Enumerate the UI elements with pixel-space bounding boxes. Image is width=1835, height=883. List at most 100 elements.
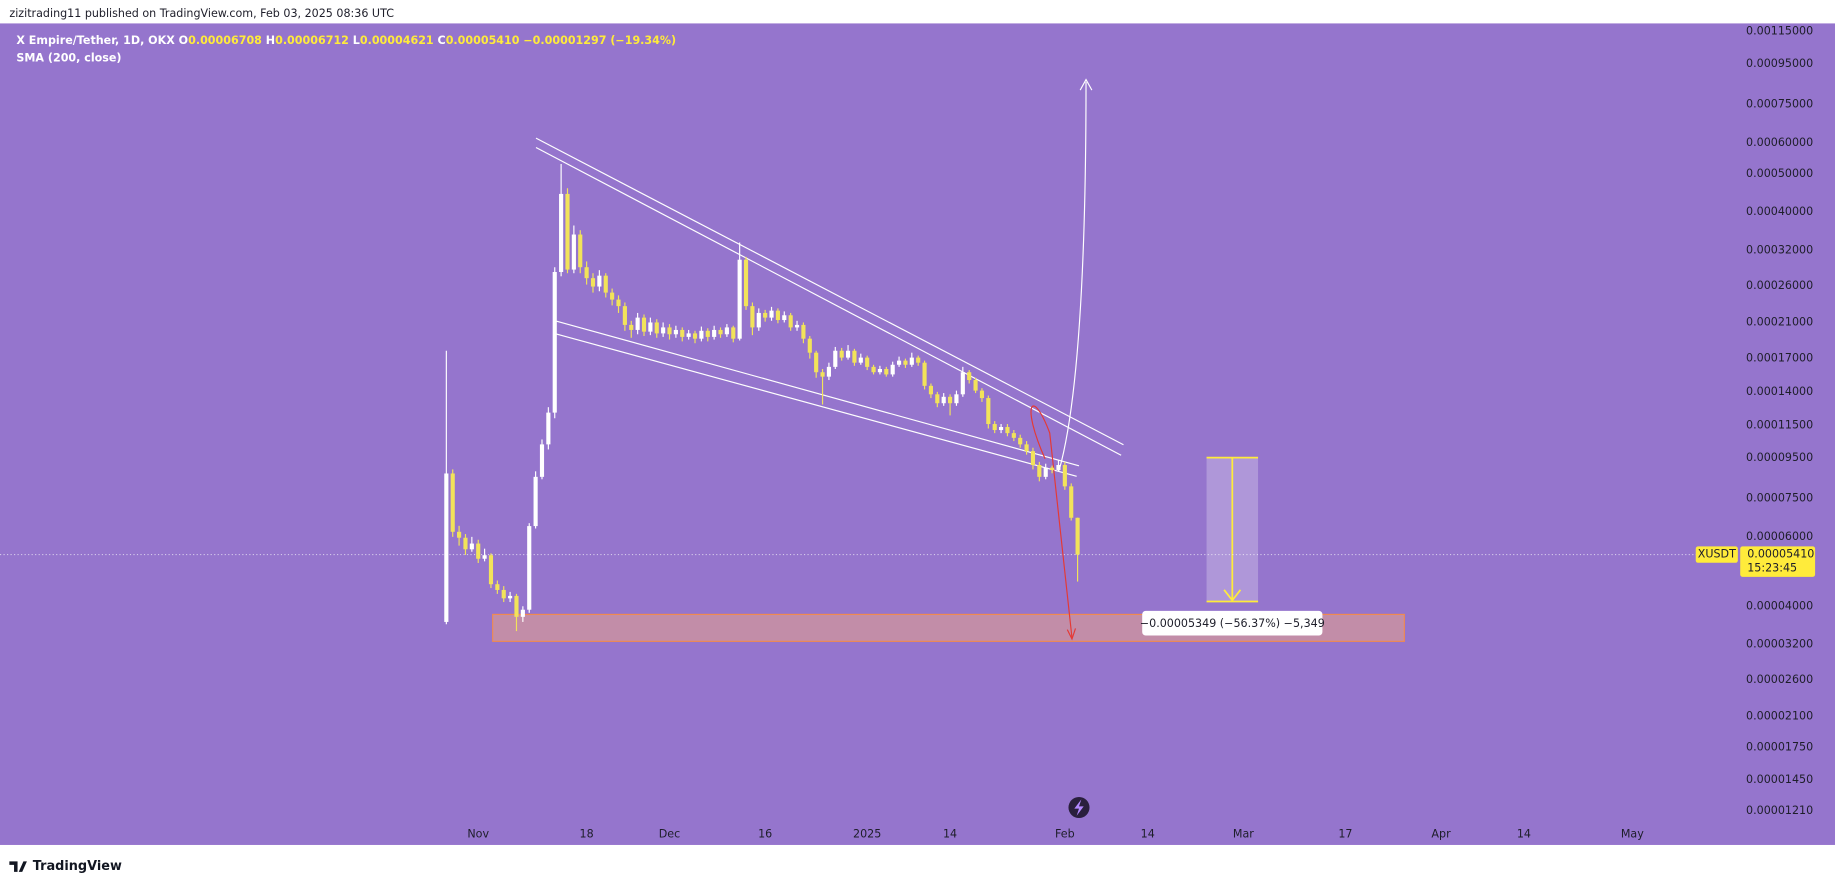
brand-logo: [9, 861, 27, 872]
candle-body: [667, 327, 672, 335]
candle-body: [724, 327, 729, 335]
trend-line: [535, 146, 1122, 456]
y-tick-label: 0.00007500: [1746, 492, 1813, 505]
candle-body: [712, 329, 717, 337]
candle-body: [622, 306, 627, 325]
measure-label: −0.00005349 (−56.37%) −5,349: [1140, 617, 1325, 630]
x-tick-label: 14: [1517, 827, 1531, 840]
drop-arrow: [1030, 405, 1073, 638]
drawings: [492, 78, 1405, 819]
candle-body: [992, 424, 997, 431]
ohlc-key: O: [179, 34, 188, 47]
candle-body: [476, 543, 481, 559]
candle-body: [457, 531, 462, 538]
candle-body: [488, 555, 494, 585]
y-tick-label: 0.00006000: [1746, 530, 1813, 543]
candle-body: [782, 315, 787, 321]
candle-body: [673, 329, 678, 335]
candle-body: [999, 427, 1004, 431]
candle-body: [1018, 437, 1023, 445]
arrow-head: [1066, 628, 1077, 641]
y-tick-label: 0.00040000: [1746, 205, 1813, 218]
candle-body: [552, 271, 557, 413]
y-tick-label: 0.00002100: [1746, 710, 1813, 723]
candle-body: [801, 324, 806, 339]
candle-body: [571, 234, 576, 270]
price-tag: [1740, 546, 1816, 577]
trend-line: [535, 137, 1124, 446]
candle-body: [775, 310, 780, 321]
candle-body: [922, 362, 927, 386]
y-tick-label: 0.00032000: [1746, 243, 1813, 256]
price-tag-text: 0.00005410: [1747, 548, 1814, 561]
candle-body: [463, 537, 468, 550]
x-tick-label: 14: [1141, 827, 1155, 840]
ohlc-value: 0.00005410: [446, 34, 520, 47]
candle-body: [954, 394, 959, 404]
candle-body: [820, 372, 825, 377]
y-tick-label: 0.00014000: [1746, 385, 1813, 398]
candle-body: [973, 380, 978, 391]
candle-body: [705, 330, 710, 337]
candle-body: [641, 317, 647, 332]
countdown-text: 15:23:45: [1747, 562, 1797, 575]
trend-line: [554, 320, 1080, 467]
candle-body: [718, 329, 723, 335]
arrow-head: [1223, 589, 1242, 602]
candle-body: [941, 396, 946, 404]
candle-body: [871, 366, 876, 373]
y-tick-label: 0.00021000: [1746, 315, 1813, 328]
y-tick-label: 0.00011500: [1746, 419, 1813, 432]
candle-body: [935, 394, 940, 404]
projection-arrow: [1058, 81, 1087, 471]
y-tick-label: 0.00026000: [1746, 279, 1813, 292]
candle-body: [814, 352, 819, 373]
indicator: SMA (200, close): [16, 52, 121, 65]
ohlc-key: H: [266, 34, 275, 47]
legend: X Empire/Tether, 1D, OKX O0.00006708 H0.…: [16, 34, 676, 47]
candle-body: [1056, 465, 1061, 470]
candle-body: [967, 372, 972, 381]
candle-body: [539, 444, 545, 477]
candle-body: [527, 526, 532, 610]
x-tick-label: Feb: [1055, 827, 1075, 840]
x-tick-label: Dec: [659, 827, 681, 840]
candle-body: [450, 473, 455, 532]
chart-background: [0, 23, 1835, 845]
candle-body: [986, 398, 991, 425]
candle-body: [916, 357, 921, 363]
candle-body: [654, 322, 659, 334]
brand-name: TradingView: [33, 859, 122, 874]
candle-body: [661, 327, 666, 334]
candle-body: [763, 312, 768, 318]
x-tick-label: Apr: [1431, 827, 1451, 840]
y-tick-label: 0.00001210: [1746, 804, 1813, 817]
candle-body: [1062, 465, 1067, 487]
symbol-tag-text: XUSDT: [1698, 548, 1736, 561]
event-icon-bolt: [1074, 799, 1084, 816]
footer: TradingView: [9, 859, 122, 874]
trend-line: [554, 332, 1077, 477]
ohlc-value: 0.00004621: [360, 34, 434, 47]
candle-body: [444, 473, 449, 622]
candle-body: [845, 350, 851, 358]
x-tick-label: Nov: [467, 827, 489, 840]
candle-body: [737, 259, 742, 339]
candle-body: [692, 333, 698, 339]
candle-body: [750, 306, 755, 328]
candle-body: [546, 412, 551, 445]
y-tick-label: 0.00001750: [1746, 741, 1813, 754]
candle-body: [501, 589, 506, 599]
candle-body: [1005, 427, 1010, 434]
candle-body: [839, 350, 844, 358]
candle-body: [610, 292, 615, 300]
y-tick-label: 0.00002600: [1746, 673, 1813, 686]
candle-body: [469, 543, 474, 550]
candle-body: [960, 372, 965, 395]
candle-body: [635, 317, 640, 330]
measure-label-box: [1142, 610, 1323, 636]
candle-body: [495, 584, 500, 590]
candle-body: [578, 234, 583, 268]
x-tick-label: Mar: [1233, 827, 1254, 840]
publish-info: zizitrading11 published on TradingView.c…: [9, 7, 394, 20]
